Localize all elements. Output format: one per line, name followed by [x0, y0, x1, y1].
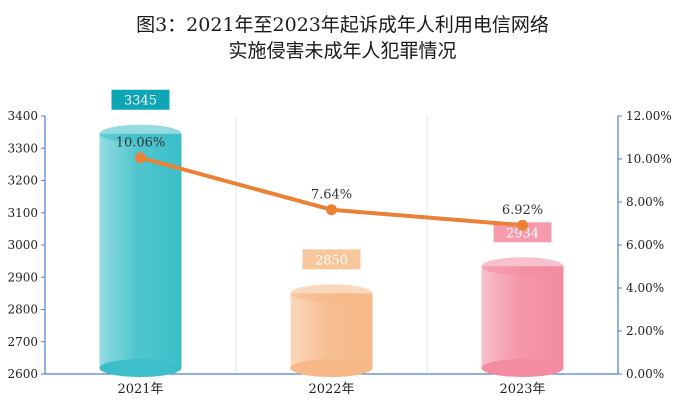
- line-point: [135, 152, 146, 164]
- chart-title-line-1: 图3：2021年至2023年起诉成年人利用电信网络: [136, 14, 549, 36]
- bar: [481, 266, 564, 368]
- y-right-tick-label: 4.00%: [626, 281, 664, 295]
- bar-top: [481, 257, 564, 276]
- y-right-tick-label: 12.00%: [626, 109, 672, 123]
- y-left-tick-label: 2600: [7, 367, 38, 381]
- y-left-tick-label: 2800: [7, 303, 38, 317]
- line-value-label: 6.92%: [502, 203, 543, 218]
- bar-value-label: 2850: [315, 253, 348, 268]
- y-left-tick-label: 2700: [7, 335, 38, 349]
- y-right-tick-label: 0.00%: [626, 367, 664, 381]
- y-left-tick-label: 3300: [7, 141, 38, 155]
- y-right-tick-label: 8.00%: [626, 195, 664, 209]
- y-right-tick-label: 2.00%: [626, 324, 664, 338]
- x-tick-label: 2021年: [117, 382, 163, 397]
- bar-value-box: [493, 222, 552, 243]
- y-right-tick-label: 10.00%: [626, 152, 672, 166]
- line-point: [517, 219, 528, 231]
- x-tick-label: 2023年: [499, 382, 545, 397]
- bar-top: [290, 284, 373, 303]
- x-tick-label: 2022年: [308, 382, 354, 397]
- bar-base: [290, 359, 373, 377]
- bar-value-label: 3345: [124, 94, 157, 109]
- y-left-tick-label: 3200: [7, 174, 38, 188]
- bar-base: [99, 359, 182, 377]
- y-left-tick-label: 3000: [7, 238, 38, 252]
- chart-title-line-2: 实施侵害未成年人犯罪情况: [228, 40, 457, 62]
- bar-base: [481, 359, 564, 377]
- bar-value-box: [111, 89, 170, 110]
- bar-value-label: 2934: [506, 226, 539, 241]
- y-right-tick-label: 6.00%: [626, 238, 664, 252]
- bar: [290, 293, 373, 368]
- line-value-label: 10.06%: [116, 136, 166, 151]
- bar-top: [99, 124, 182, 143]
- line-point: [326, 204, 337, 216]
- bar-value-box: [302, 249, 361, 270]
- y-left-tick-label: 3100: [7, 206, 38, 220]
- line-value-label: 7.64%: [311, 188, 352, 203]
- y-left-tick-label: 3400: [7, 109, 38, 123]
- y-left-tick-label: 2900: [7, 270, 38, 284]
- bar: [99, 133, 182, 368]
